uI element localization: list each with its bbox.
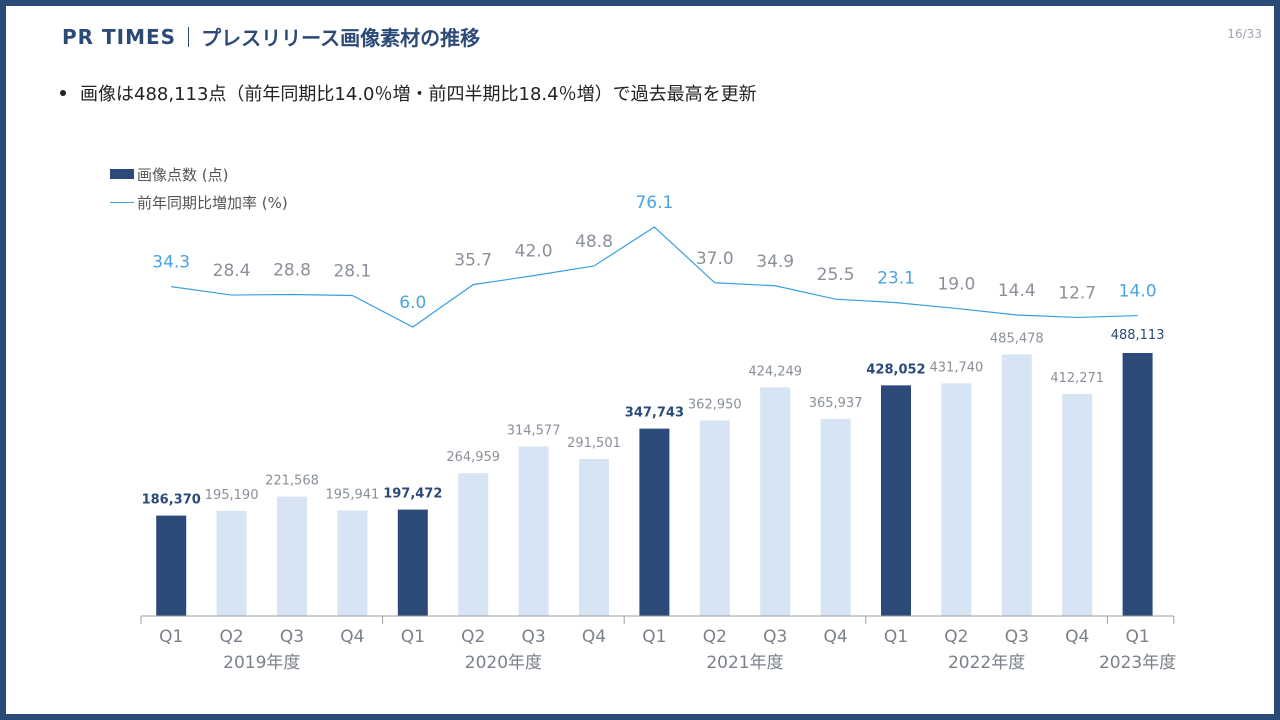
- bar-value-label-1: 195,190: [205, 488, 259, 503]
- legend-line-label: 前年同期比増加率 (%): [137, 193, 288, 212]
- rate-label-0: 34.3: [152, 253, 190, 273]
- bar-value-label-0: 186,370: [142, 493, 201, 508]
- bar-value-label-13: 431,740: [930, 360, 984, 375]
- x-tick-label-9: Q2: [703, 627, 727, 647]
- x-tick-label-4: Q1: [401, 627, 425, 647]
- legend-item-bars: 画像点数 (点): [110, 160, 288, 188]
- rate-label-14: 14.4: [998, 281, 1036, 301]
- bullet-dot: [60, 90, 66, 96]
- slide-title: プレスリリース画像素材の推移: [201, 26, 481, 50]
- legend-line-swatch: [110, 201, 134, 203]
- rate-label-11: 25.5: [817, 265, 855, 285]
- bar-value-label-6: 314,577: [507, 424, 561, 439]
- bar-16: [1122, 353, 1153, 616]
- x-tick-label-10: Q3: [763, 627, 787, 647]
- bar-value-label-5: 264,959: [446, 450, 500, 465]
- rate-label-15: 12.7: [1058, 283, 1096, 303]
- x-tick-label-2: Q3: [280, 627, 304, 647]
- legend-item-line: 前年同期比増加率 (%): [110, 188, 288, 216]
- x-tick-label-14: Q3: [1005, 627, 1029, 647]
- bar-value-label-16: 488,113: [1111, 328, 1165, 343]
- rate-label-12: 23.1: [877, 269, 915, 289]
- bar-0: [156, 515, 187, 616]
- bar-value-label-2: 221,568: [265, 474, 319, 489]
- bar-value-label-3: 195,941: [326, 487, 380, 502]
- bar-13: [941, 383, 972, 616]
- bar-value-label-7: 291,501: [567, 436, 621, 451]
- x-tick-label-7: Q4: [582, 627, 606, 647]
- x-tick-label-5: Q2: [461, 627, 485, 647]
- summary-bullet: 画像は488,113点（前年同期比14.0％増・前四半期比18.4％増）で過去最…: [60, 80, 757, 106]
- year-label-3: 2022年度: [948, 653, 1025, 673]
- bar-value-label-14: 485,478: [990, 331, 1044, 346]
- bar-value-label-10: 424,249: [748, 364, 802, 379]
- bar-2: [277, 496, 307, 616]
- bar-value-label-8: 347,743: [625, 406, 684, 421]
- rate-label-16: 14.0: [1119, 282, 1157, 302]
- summary-text: 画像は488,113点（前年同期比14.0％増・前四半期比18.4％増）で過去最…: [80, 84, 757, 105]
- year-label-4: 2023年度: [1099, 653, 1176, 673]
- rate-label-2: 28.8: [273, 260, 311, 280]
- rate-label-7: 48.8: [575, 232, 613, 252]
- x-tick-label-11: Q4: [823, 627, 847, 647]
- bar-value-label-4: 197,472: [383, 487, 442, 502]
- rate-label-3: 28.1: [333, 261, 371, 281]
- bar-6: [518, 446, 549, 616]
- x-tick-label-12: Q1: [884, 627, 908, 647]
- x-tick-label-16: Q1: [1125, 627, 1149, 647]
- year-label-1: 2020年度: [465, 653, 542, 673]
- bar-4: [397, 509, 428, 616]
- bar-12: [881, 385, 911, 616]
- x-tick-label-15: Q4: [1065, 627, 1089, 647]
- rate-label-5: 35.7: [454, 251, 492, 271]
- rate-label-9: 37.0: [696, 249, 734, 269]
- bar-3: [337, 510, 368, 616]
- page-number: 16/33: [1227, 27, 1262, 41]
- bar-value-label-9: 362,950: [688, 397, 742, 412]
- legend-bar-swatch: [110, 169, 134, 179]
- x-tick-label-3: Q4: [340, 627, 364, 647]
- year-label-2: 2021年度: [706, 653, 783, 673]
- x-tick-label-8: Q1: [642, 627, 666, 647]
- bar-15: [1062, 393, 1093, 616]
- rate-label-1: 28.4: [213, 261, 251, 281]
- rate-label-4: 6.0: [399, 293, 426, 313]
- slide-header: PR TIMES プレスリリース画像素材の推移: [62, 22, 480, 51]
- bar-value-label-12: 428,052: [866, 362, 925, 377]
- x-tick-label-1: Q2: [219, 627, 243, 647]
- rate-label-10: 34.9: [756, 252, 794, 272]
- rate-label-13: 19.0: [937, 274, 975, 294]
- legend-bars-label: 画像点数 (点): [137, 165, 229, 184]
- x-tick-label-6: Q3: [521, 627, 545, 647]
- bar-1: [216, 510, 247, 616]
- year-label-0: 2019年度: [223, 653, 300, 673]
- bar-7: [579, 458, 609, 616]
- header-separator: [188, 26, 190, 47]
- chart-legend: 画像点数 (点) 前年同期比増加率 (%): [110, 160, 288, 216]
- x-tick-label-13: Q2: [944, 627, 968, 647]
- bar-10: [760, 387, 791, 616]
- bar-9: [699, 420, 730, 616]
- bar-8: [639, 428, 670, 616]
- bar-11: [820, 418, 851, 616]
- bar-14: [1001, 354, 1032, 616]
- bar-value-label-15: 412,271: [1050, 371, 1104, 386]
- x-tick-label-0: Q1: [159, 627, 183, 647]
- rate-line: [171, 226, 1138, 328]
- bar-value-label-11: 365,937: [809, 396, 863, 411]
- rate-label-8: 76.1: [635, 193, 673, 213]
- brand-name: PR TIMES: [62, 24, 177, 49]
- bar-5: [458, 473, 489, 616]
- rate-label-6: 42.0: [515, 242, 553, 262]
